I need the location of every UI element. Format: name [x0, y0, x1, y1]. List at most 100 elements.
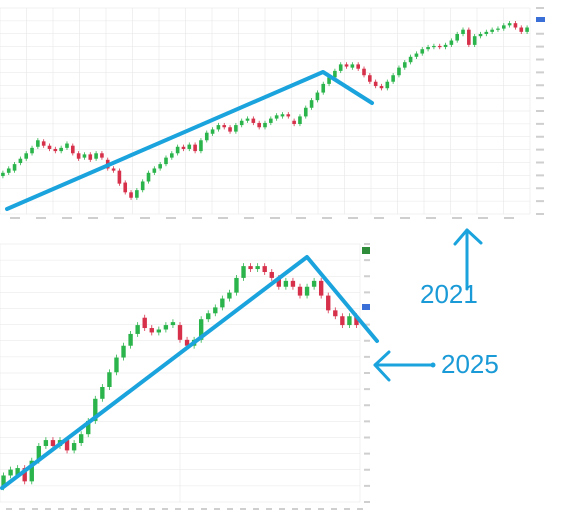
candle-up	[158, 164, 162, 169]
candle-up	[114, 357, 119, 373]
candle-down	[290, 280, 296, 287]
y-axis-tick	[364, 291, 370, 294]
candle-up	[432, 45, 436, 48]
x-axis-tick	[19, 508, 25, 510]
chart-2025-panel	[0, 232, 375, 518]
y-axis-tick	[364, 468, 370, 471]
x-axis-tick	[45, 508, 51, 510]
candle-up	[15, 468, 20, 476]
candle-up	[156, 329, 162, 333]
candle-down	[344, 64, 349, 67]
candle-down	[129, 192, 133, 198]
candle-up	[455, 34, 460, 41]
candle-up	[507, 23, 512, 26]
candle-down	[228, 127, 232, 132]
candle-up	[490, 29, 494, 32]
x-axis-tick	[478, 217, 488, 219]
candle-up	[525, 27, 529, 32]
y-axis-tick	[536, 135, 544, 138]
candle-up	[347, 316, 352, 326]
x-axis-tick	[296, 217, 306, 219]
x-axis-tick	[305, 508, 311, 510]
candle-up	[121, 345, 126, 358]
candle-up	[321, 83, 326, 93]
x-axis-tick	[504, 217, 514, 219]
y-axis-tick	[364, 452, 370, 455]
candle-up	[241, 266, 246, 278]
candle-down	[340, 316, 345, 326]
y-axis-tick	[364, 404, 370, 407]
candle-up	[280, 114, 285, 117]
x-axis-tick	[62, 217, 72, 219]
y-axis-tick	[536, 45, 544, 48]
candle-up	[239, 120, 244, 126]
candle-up	[303, 107, 308, 117]
x-axis-tick	[136, 508, 142, 510]
candle-down	[373, 81, 378, 87]
candle-up	[397, 67, 401, 76]
candle-down	[297, 286, 303, 296]
candle-down	[362, 68, 366, 76]
x-axis-tick	[452, 217, 462, 219]
candle-up	[443, 44, 448, 48]
y-axis-tick	[536, 71, 544, 74]
y-axis-tick	[536, 84, 544, 87]
candle-down	[292, 120, 296, 125]
candle-down	[318, 280, 324, 296]
candle-up	[501, 25, 506, 29]
candle-down	[184, 339, 190, 346]
candle-up	[8, 469, 13, 476]
candle-up	[36, 445, 42, 461]
candle-up	[152, 168, 157, 173]
candle-down	[76, 153, 81, 159]
candle-up	[94, 153, 98, 159]
x-axis-tick	[58, 508, 64, 510]
candle-up	[187, 144, 192, 149]
x-axis-tick	[270, 217, 280, 219]
candle-down	[64, 440, 70, 451]
candle-up	[420, 49, 425, 54]
candle-up	[107, 372, 112, 388]
candle-up	[86, 420, 91, 435]
x-axis-tick	[218, 217, 228, 219]
y-axis-tick	[364, 372, 370, 374]
candle-up	[164, 157, 168, 165]
candle-down	[193, 144, 197, 152]
candle-down	[222, 125, 227, 128]
candle-up	[461, 29, 465, 35]
x-axis-tick	[331, 508, 337, 510]
candle-down	[123, 182, 128, 193]
candle-down	[437, 45, 442, 48]
current-price-badge	[362, 304, 370, 310]
candle-up	[6, 168, 11, 173]
chart-2025-svg	[0, 243, 370, 510]
y-axis-tick	[364, 420, 370, 423]
x-axis-tick	[32, 508, 38, 510]
candle-up	[199, 140, 203, 152]
arrow-2025-tail	[430, 362, 436, 368]
candle-up	[43, 440, 49, 446]
x-axis-tick	[149, 508, 155, 510]
x-axis-tick	[266, 508, 272, 510]
x-axis-tick	[97, 508, 103, 510]
x-axis-tick	[253, 508, 259, 510]
y-axis-tick	[536, 174, 544, 177]
candle-up	[269, 118, 273, 123]
candle-up	[1, 475, 6, 488]
y-axis-tick	[536, 7, 544, 9]
current-price-badge	[536, 17, 545, 22]
y-axis-tick	[536, 58, 544, 61]
x-axis-tick	[88, 217, 98, 219]
candle-down	[248, 266, 253, 270]
grid	[0, 243, 361, 503]
x-axis-tick	[10, 217, 20, 219]
candle-down	[467, 29, 471, 45]
candle-down	[368, 75, 372, 82]
candle-up	[408, 56, 413, 63]
candle-up	[65, 143, 69, 148]
x-axis-tick	[400, 217, 410, 219]
candle-up	[128, 333, 133, 346]
x-axis-tick	[71, 508, 77, 510]
candle-down	[356, 64, 360, 69]
